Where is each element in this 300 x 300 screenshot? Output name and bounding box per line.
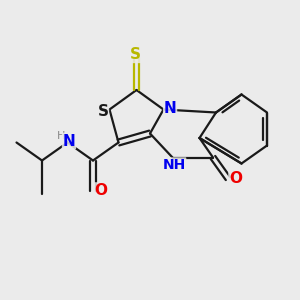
Text: N: N	[164, 100, 176, 116]
Text: S: S	[130, 47, 140, 62]
Text: O: O	[229, 171, 242, 186]
Text: N: N	[63, 134, 75, 148]
Text: NH: NH	[162, 158, 186, 172]
Text: O: O	[94, 183, 107, 198]
Text: S: S	[98, 103, 108, 118]
Text: H: H	[57, 131, 65, 141]
